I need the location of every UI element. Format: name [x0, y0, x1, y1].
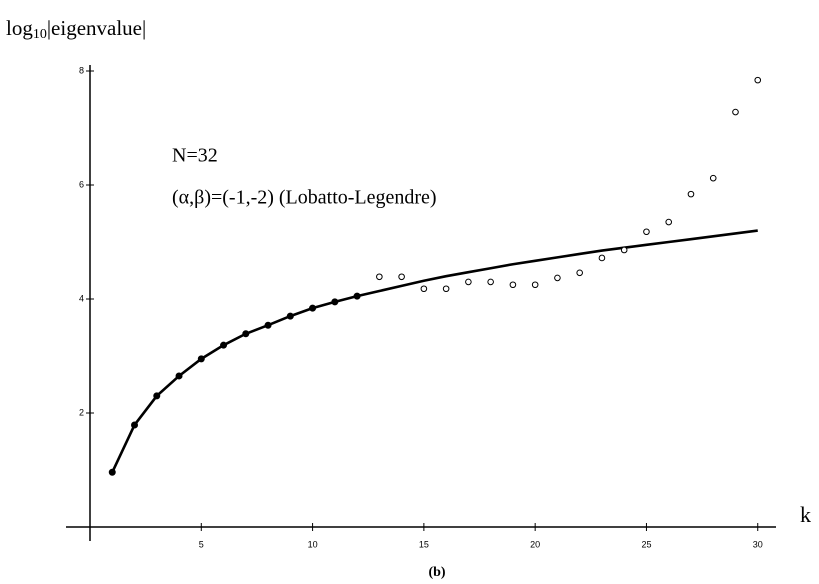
annotation: (α,β)=(-1,-2) (Lobatto-Legendre) [172, 187, 437, 209]
filled-point [108, 468, 116, 476]
y-label-rest: |eigenvalue| [47, 16, 146, 40]
filled-point [286, 312, 294, 320]
open-point [576, 269, 583, 277]
open-point [643, 228, 650, 236]
x-tick-label: 10 [308, 539, 318, 549]
y-label-sub: 10 [33, 27, 47, 42]
filled-point [131, 421, 139, 429]
filled-point [242, 330, 250, 338]
filled-point [175, 372, 183, 380]
x-tick-label: 25 [641, 539, 651, 549]
open-point [598, 254, 606, 262]
x-tick-label: 30 [753, 539, 763, 549]
x-tick-label: 5 [199, 539, 204, 549]
y-axis-label: log10|eigenvalue| [6, 16, 146, 42]
open-point [442, 285, 450, 293]
open-point [398, 273, 405, 281]
open-point [687, 190, 695, 198]
x-tick-label: 15 [419, 539, 429, 549]
filled-point [353, 292, 361, 300]
open-point [620, 246, 628, 254]
open-point [487, 278, 494, 286]
open-point [509, 281, 517, 289]
y-tick-label: 8 [79, 65, 84, 75]
filled-point [309, 304, 317, 312]
open-point [465, 278, 472, 286]
open-point [531, 281, 539, 289]
curve [111, 229, 758, 473]
annotation: N=32 [172, 145, 218, 167]
y-tick-label: 2 [79, 407, 84, 417]
filled-point [197, 355, 205, 363]
y-label-base: log [6, 16, 33, 40]
caption: (b) [428, 565, 445, 580]
filled-point [153, 392, 161, 400]
open-point [709, 174, 717, 182]
y-tick-label: 6 [79, 179, 84, 189]
open-point [420, 285, 428, 293]
y-tick-label: 4 [79, 293, 84, 303]
filled-point [331, 298, 339, 306]
x-tick-label: 20 [530, 539, 540, 549]
open-point [754, 76, 762, 84]
filled-point [220, 341, 228, 349]
open-point [732, 108, 739, 116]
x-axis-label: k [800, 502, 811, 527]
filled-point [264, 321, 272, 329]
open-point [376, 273, 383, 281]
open-point [665, 218, 673, 226]
open-point [554, 274, 561, 282]
